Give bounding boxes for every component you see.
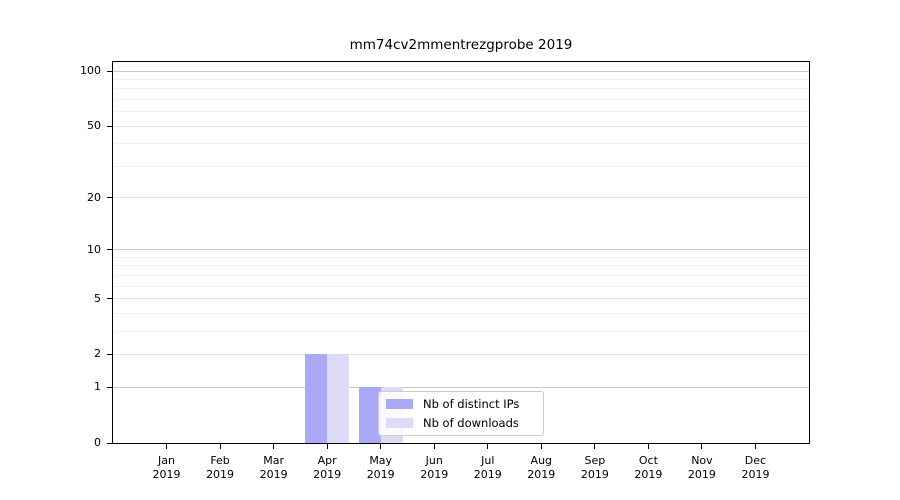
x-tick-label-may: May 2019 — [366, 454, 395, 481]
x-tick-label-jun: Jun 2019 — [420, 454, 449, 481]
x-tick-mark — [380, 444, 382, 449]
y-tick-label: 5 — [94, 291, 101, 305]
bar-apr-distinct-ips — [305, 354, 328, 443]
y-tick-label: 0 — [94, 436, 101, 449]
y-tick-mark — [107, 386, 112, 388]
legend: Nb of distinct IPs Nb of downloads — [378, 391, 544, 436]
y-tick-label: 10 — [87, 242, 101, 256]
legend-swatch-downloads — [386, 418, 413, 428]
legend-row: Nb of distinct IPs — [386, 397, 537, 411]
gridline-y-8 — [113, 265, 809, 267]
bar-may-distinct-ips — [358, 387, 381, 443]
gridline-y-2 — [113, 353, 809, 355]
gridline-y-4 — [113, 312, 809, 314]
y-tick-label: 100 — [80, 64, 101, 78]
y-tick-mark — [107, 353, 112, 355]
x-tick-mark — [487, 444, 489, 449]
x-tick-label-mar: Mar 2019 — [259, 454, 288, 481]
y-tick-mark — [107, 298, 112, 300]
legend-swatch-distinct-ips — [386, 399, 413, 409]
x-tick-label-feb: Feb 2019 — [206, 454, 235, 481]
y-tick-mark — [107, 197, 112, 199]
y-tick-label: 1 — [94, 380, 101, 394]
gridline-y-100 — [113, 70, 809, 72]
x-tick-label-nov: Nov 2019 — [687, 454, 716, 481]
gridline-y-1 — [113, 386, 809, 388]
gridline-y-40 — [113, 143, 809, 145]
y-tick-label: 2 — [94, 347, 101, 361]
x-tick-mark — [166, 444, 168, 449]
x-tick-mark — [540, 444, 542, 449]
x-tick-label-sep: Sep 2019 — [580, 454, 609, 481]
gridline-y-7 — [113, 274, 809, 276]
y-tick-mark — [107, 249, 112, 251]
gridline-y-3 — [113, 330, 809, 332]
gridline-y-5 — [113, 298, 809, 300]
legend-label-distinct-ips: Nb of distinct IPs — [423, 397, 520, 411]
y-tick-mark — [107, 125, 112, 127]
y-tick-mark — [107, 70, 112, 72]
chart-title: mm74cv2mmentrezgprobe 2019 — [349, 37, 573, 53]
x-tick-label-dec: Dec 2019 — [741, 454, 770, 481]
gridline-y-6 — [113, 285, 809, 287]
gridline-y-60 — [113, 111, 809, 113]
legend-row: Nb of downloads — [386, 416, 537, 430]
x-tick-label-aug: Aug 2019 — [527, 454, 556, 481]
gridline-y-10 — [113, 249, 809, 251]
gridline-y-20 — [113, 197, 809, 199]
y-tick-mark — [107, 442, 112, 444]
x-tick-label-jan: Jan 2019 — [152, 454, 181, 481]
x-tick-label-oct: Oct 2019 — [634, 454, 663, 481]
x-tick-mark — [701, 444, 703, 449]
x-tick-label-apr: Apr 2019 — [313, 454, 342, 481]
bar-apr-downloads — [327, 354, 350, 443]
y-tick-label: 20 — [87, 190, 101, 204]
x-tick-mark — [433, 444, 435, 449]
gridline-y-70 — [113, 98, 809, 100]
y-tick-label: 50 — [87, 119, 101, 133]
gridline-y-90 — [113, 78, 809, 80]
x-tick-mark — [219, 444, 221, 449]
x-tick-mark — [647, 444, 649, 449]
gridline-y-50 — [113, 125, 809, 127]
x-tick-mark — [273, 444, 275, 449]
gridline-y-80 — [113, 88, 809, 90]
x-tick-mark — [754, 444, 756, 449]
gridline-y-9 — [113, 256, 809, 258]
x-tick-label-jul: Jul 2019 — [473, 454, 502, 481]
plot-area: Nb of distinct IPs Nb of downloads 0 1 2 5 1… — [80, 61, 810, 481]
gridline-y-30 — [113, 165, 809, 167]
x-tick-mark — [326, 444, 328, 449]
x-tick-mark — [594, 444, 596, 449]
legend-label-downloads: Nb of downloads — [423, 416, 519, 430]
